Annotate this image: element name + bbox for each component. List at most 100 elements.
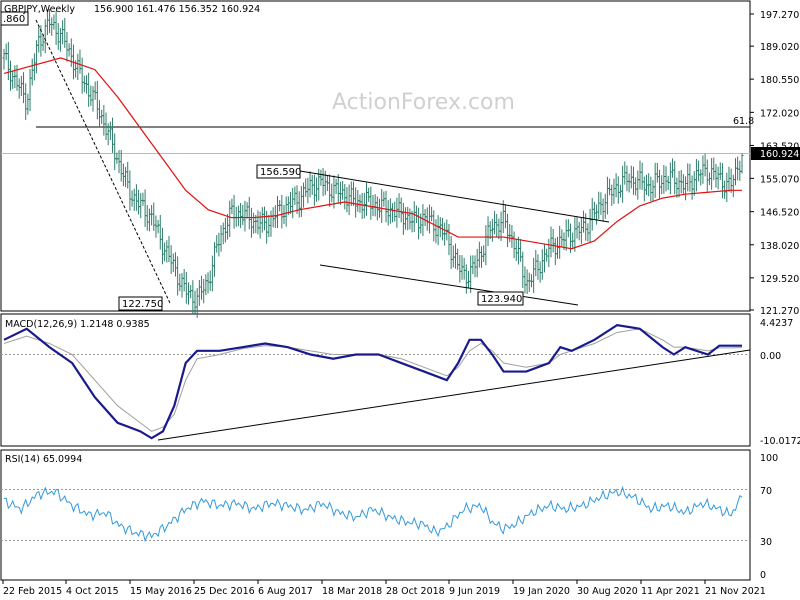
ohlc-bar [182,269,186,292]
ohlc-bar [258,211,262,239]
ohlc-bar [204,274,208,295]
ohlc-bar [605,176,609,215]
svg-text:156.590: 156.590 [260,167,301,178]
label-low-2016: 122.750 [118,296,163,311]
ohlc-bar [184,271,188,304]
ohlc-bar [275,195,279,228]
ohlc-bar [299,186,303,217]
ohlc-bar [662,164,666,194]
macd-tick-bottom: -10.0172 [760,436,800,447]
ohlc-bar [278,200,282,212]
ohlc-bar [575,216,579,239]
ohlc-bar [50,17,54,36]
ohlc-bar [58,28,62,52]
ohlc-bar [427,204,431,234]
ohlc-bar [354,187,358,218]
ohlc-bar [115,152,119,164]
ohlc-bar [351,181,355,206]
ohlc-bar [577,222,581,241]
ohlc-bar [532,257,536,294]
ohlc-bar [219,225,223,252]
ohlc-bar [525,269,529,295]
ohlc-bar [579,217,583,244]
ohlc-bar [458,254,462,283]
ohlc-bar [434,219,438,244]
svg-text:122.750: 122.750 [122,299,163,310]
ohlc-bar [145,205,149,231]
ohlc-bar [462,257,466,280]
ohlc-bar [243,200,247,232]
ohlc-bar [223,217,227,243]
ohlc-bar [388,198,392,224]
ohlc-bar [653,162,657,198]
ohlc-bar [729,168,733,193]
ohlc-bar [367,187,371,202]
ohlc-bar [24,83,28,120]
ohlc-bar [380,188,384,223]
ohlc-bar [334,178,338,195]
ohlc-bar [30,58,34,86]
ohlc-bar [551,228,555,253]
ohlc-bar [399,197,403,223]
ohlc-bar [640,162,644,190]
ohlc-bar [262,206,266,231]
ohlc-bar [193,290,197,314]
ohlc-bar [566,219,570,238]
price-tick-label: 121.270 [760,306,799,317]
ohlc-bar [401,202,405,235]
ohlc-bar [419,213,423,234]
ohlc-bar [98,100,102,128]
ohlc-bar [156,220,160,234]
ohlc-bar [447,223,451,256]
ohlc-bar [655,162,659,183]
ohlc-bar [37,26,41,53]
ohlc-bar [167,235,171,263]
ohlc-bar [187,282,190,305]
ohlc-bar [169,245,173,274]
ohlc-bar [677,170,681,198]
date-tick-label: 4 Oct 2015 [66,586,119,597]
ohlc-bar [360,192,364,219]
date-tick-label: 9 Jun 2019 [449,586,500,597]
ohlc-bar [239,202,243,228]
ohlc-bar [616,176,620,204]
ohlc-bar [482,245,486,262]
ohlc-bar [130,190,134,207]
price-tick-label: 189.020 [760,42,799,53]
macd-signal-line [3,328,743,432]
ohlc-bar [304,178,308,197]
ohlc-bar [284,196,288,227]
ohlc-bar [189,285,193,299]
ohlc-bar [373,194,377,217]
ohlc-bar [408,208,412,230]
ohlc-bar [9,60,13,91]
ohlc-bar [17,78,21,99]
ohlc-bar [152,202,156,231]
date-tick-label: 25 Dec 2016 [194,586,255,597]
ohlc-bar [215,235,219,253]
ohlc-bar [627,173,631,193]
date-tick-label: 19 Jan 2020 [513,586,570,597]
ohlc-bar [733,158,737,186]
ohlc-bar [612,178,616,204]
ohlc-bar [269,210,273,237]
date-tick-label: 6 Aug 2017 [258,586,313,597]
rsi-tick-100: 100 [760,453,778,464]
label-low-2019: 123.940 [477,291,524,306]
channel-upper-trendline [299,170,610,223]
ohlc-bar [673,160,677,195]
ohlc-bar [111,117,115,153]
ohlc-bar [397,193,401,218]
ohlc-bar [89,85,93,106]
macd-support-trendline [157,349,751,441]
ohlc-bar [13,65,17,89]
ohlc-bar [412,201,416,233]
ohlc-bar [197,279,201,306]
ohlc-bar [514,239,518,261]
ohlc-bar [542,243,546,273]
ohlc-bar [69,38,73,67]
price-tick-label: 163.520 [760,141,799,152]
macd-tick-zero: 0.00 [760,351,781,362]
ohlc-bar [684,176,688,201]
ohlc-bar [471,255,475,275]
